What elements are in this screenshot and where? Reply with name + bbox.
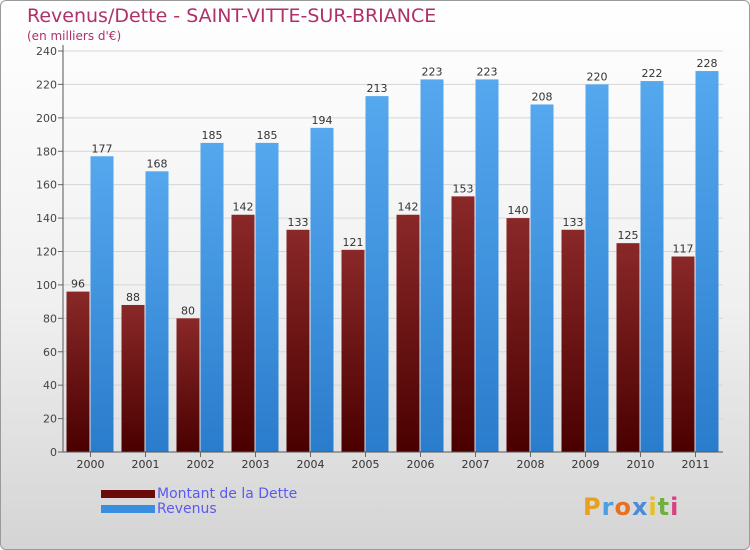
- bar-dette-2003: [231, 214, 255, 452]
- bar-dette-2008: [506, 218, 530, 452]
- label-layer: 96 177 88 168 80 185 142 185 133 194 121 213 142 223 1…: [71, 57, 718, 317]
- bar-layer: [66, 71, 719, 453]
- y-tick-label: 160: [36, 179, 57, 192]
- legend-swatch-dette: [101, 490, 155, 498]
- y-tick-label: 100: [36, 279, 57, 292]
- bar-dette-2007: [451, 196, 475, 452]
- logo-letter: i: [648, 493, 658, 521]
- x-tick-label: 2005: [352, 458, 380, 471]
- data-label-revenus: 223: [422, 65, 443, 78]
- logo-letter: t: [657, 493, 671, 521]
- y-tick-label: 240: [36, 45, 57, 58]
- bar-revenus-2007: [475, 79, 499, 452]
- data-label-dette: 88: [126, 291, 140, 304]
- legend-swatch-revenus: [101, 505, 155, 513]
- logo-letter: r: [601, 493, 615, 521]
- data-label-dette: 153: [453, 182, 474, 195]
- y-tick-label: 180: [36, 145, 57, 158]
- y-tick-label: 40: [43, 379, 57, 392]
- data-label-dette: 125: [618, 229, 639, 242]
- x-tick-label: 2009: [572, 458, 600, 471]
- data-label-revenus: 223: [477, 65, 498, 78]
- y-tick-label: 140: [36, 212, 57, 225]
- bar-dette-2001: [121, 304, 145, 452]
- data-label-revenus: 168: [147, 157, 168, 170]
- grid-layer: [63, 50, 723, 420]
- x-tick-label: 2001: [132, 458, 160, 471]
- logo-letter: P: [583, 493, 602, 521]
- x-tick-label: 2006: [407, 458, 435, 471]
- x-tick-label: 2003: [242, 458, 270, 471]
- legend-label-revenus: Revenus: [157, 501, 217, 517]
- data-label-dette: 133: [563, 216, 584, 229]
- data-label-dette: 117: [673, 243, 694, 256]
- data-label-revenus: 208: [532, 90, 553, 103]
- x-tick-label: 2004: [297, 458, 325, 471]
- bar-revenus-2000: [90, 156, 114, 452]
- bar-dette-2010: [616, 243, 640, 452]
- data-label-revenus: 185: [202, 129, 223, 142]
- bar-dette-2005: [341, 249, 365, 452]
- bar-dette-2002: [176, 318, 200, 452]
- bar-dette-2009: [561, 229, 585, 452]
- y-tick-label: 0: [50, 446, 57, 459]
- legend-label-dette: Montant de la Dette: [157, 486, 298, 502]
- x-tick-label: 2008: [517, 458, 545, 471]
- bar-revenus-2003: [255, 142, 279, 453]
- bar-revenus-2002: [200, 142, 224, 453]
- bar-revenus-2008: [530, 104, 554, 452]
- data-label-revenus: 213: [367, 82, 388, 95]
- x-tick-label: 2011: [682, 458, 710, 471]
- chart-title: Revenus/Dette - SAINT-VITTE-SUR-BRIANCE: [27, 5, 437, 27]
- logo-letter: o: [614, 493, 632, 521]
- bar-revenus-2005: [365, 96, 389, 453]
- bar-revenus-2001: [145, 171, 169, 453]
- bar-revenus-2011: [695, 71, 719, 453]
- logo-letter: x: [631, 493, 649, 521]
- x-tick-label: 2010: [627, 458, 655, 471]
- data-label-dette: 142: [398, 201, 419, 214]
- x-tick-label: 2002: [187, 458, 215, 471]
- bar-dette-2006: [396, 214, 420, 452]
- chart-subtitle: (en milliers d'€): [27, 29, 122, 43]
- data-label-revenus: 222: [642, 67, 663, 80]
- data-label-dette: 121: [343, 236, 364, 249]
- y-tick-label: 200: [36, 112, 57, 125]
- data-label-revenus: 220: [587, 70, 608, 83]
- data-label-dette: 142: [233, 201, 254, 214]
- data-label-dette: 140: [508, 204, 529, 217]
- y-tick-label: 20: [43, 413, 57, 426]
- y-tick-label: 80: [43, 312, 57, 325]
- y-tick-label: 60: [43, 346, 57, 359]
- bar-revenus-2004: [310, 127, 334, 452]
- axis-layer: 0 20 40 60 80 100 120 140 160 180 200 220 240 2000 200…: [36, 45, 723, 471]
- data-label-revenus: 228: [697, 57, 718, 70]
- y-tick-label: 120: [36, 246, 57, 259]
- bar-dette-2000: [66, 291, 90, 452]
- bar-dette-2011: [671, 256, 695, 452]
- data-label-dette: 80: [181, 304, 195, 317]
- bar-revenus-2009: [585, 84, 609, 453]
- bar-revenus-2006: [420, 79, 444, 452]
- data-label-revenus: 194: [312, 114, 333, 127]
- proxiti-logo: Proxiti: [583, 493, 679, 521]
- bar-dette-2004: [286, 229, 310, 452]
- logo-letter: i: [670, 493, 680, 521]
- data-label-dette: 96: [71, 278, 85, 291]
- x-tick-label: 2007: [462, 458, 490, 471]
- data-label-revenus: 177: [92, 142, 113, 155]
- x-tick-label: 2000: [77, 458, 105, 471]
- y-tick-label: 220: [36, 78, 57, 91]
- bar-revenus-2010: [640, 81, 664, 452]
- data-label-revenus: 185: [257, 129, 278, 142]
- data-label-dette: 133: [288, 216, 309, 229]
